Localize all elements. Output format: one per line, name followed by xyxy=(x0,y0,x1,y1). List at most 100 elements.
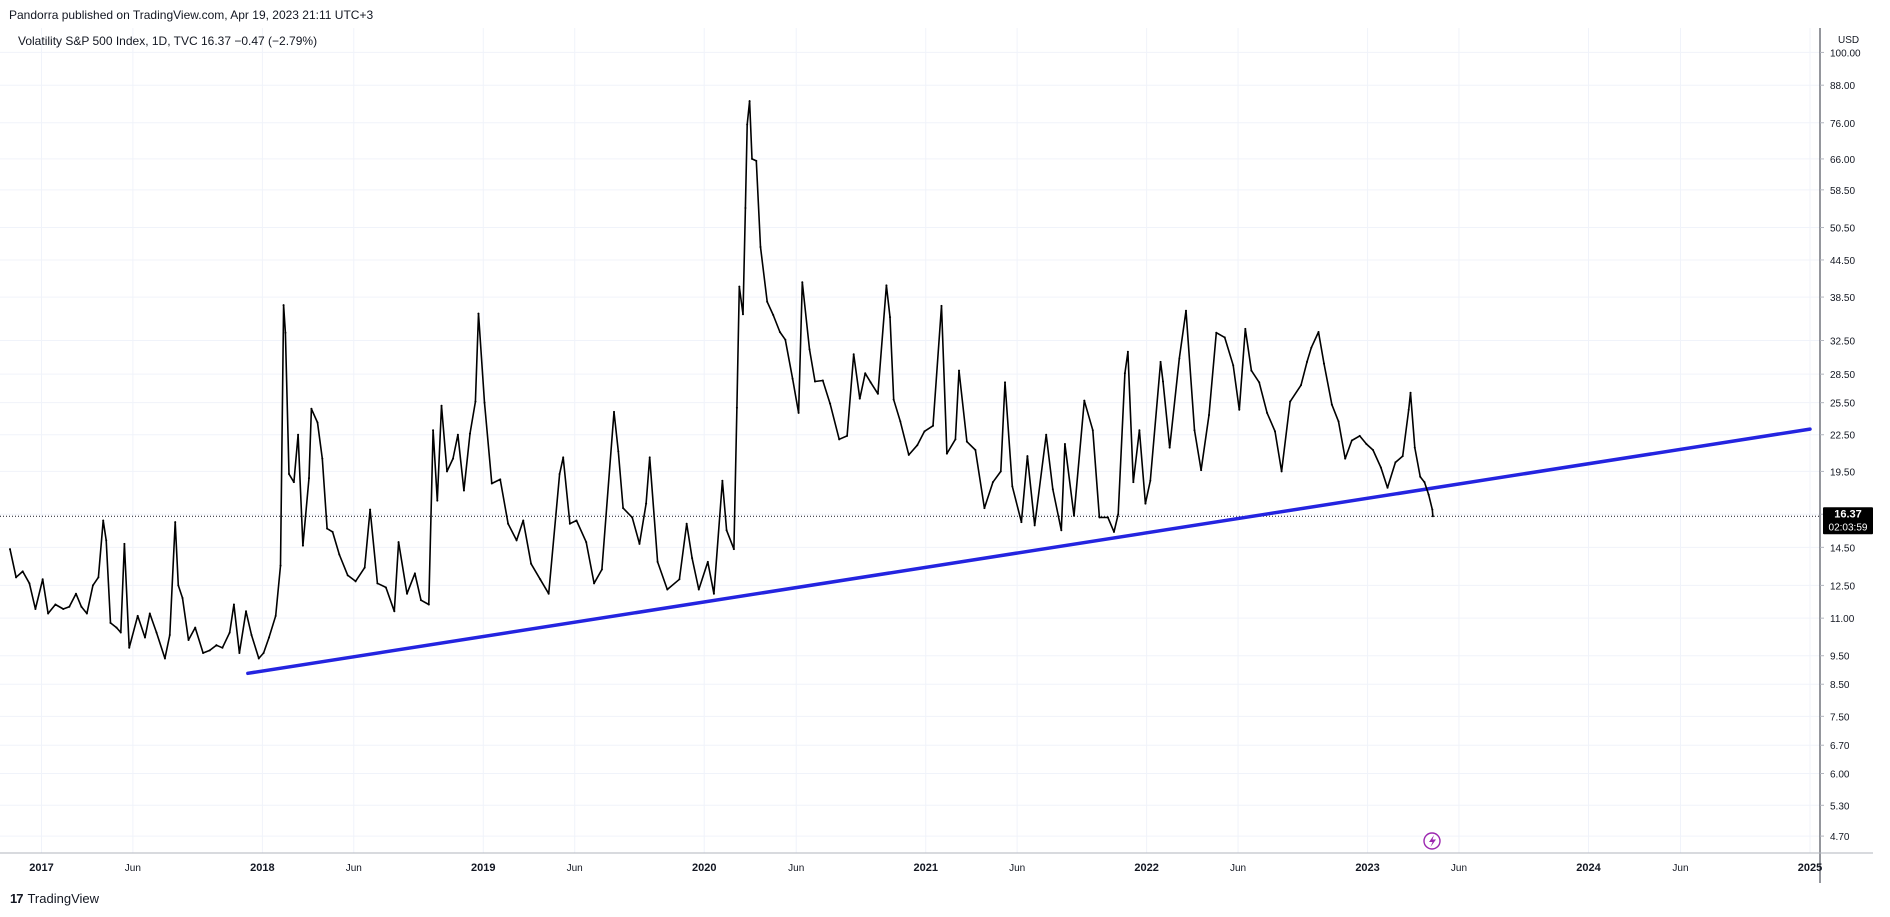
lightning-icon[interactable] xyxy=(1423,832,1441,850)
data-point xyxy=(772,313,775,316)
published-by-line: Pandorra published on TradingView.com, A… xyxy=(9,8,374,22)
data-point xyxy=(215,644,218,647)
data-point xyxy=(869,381,872,384)
data-point xyxy=(530,562,533,565)
data-point xyxy=(547,592,550,595)
grid xyxy=(0,28,1820,853)
data-point xyxy=(808,348,811,351)
y-tick-label: 100.00 xyxy=(1830,48,1861,59)
data-point xyxy=(1045,433,1048,436)
data-point xyxy=(316,421,319,424)
data-point xyxy=(892,398,895,401)
data-point xyxy=(846,434,849,437)
data-point xyxy=(80,605,83,608)
data-point xyxy=(310,407,313,410)
x-tick-label: Jun xyxy=(788,863,804,874)
data-point xyxy=(74,592,77,595)
data-point xyxy=(838,438,841,441)
data-point xyxy=(413,572,416,575)
data-point xyxy=(297,433,300,436)
data-point xyxy=(558,473,561,476)
data-point xyxy=(791,377,794,380)
data-point xyxy=(1344,457,1347,460)
data-point xyxy=(109,621,112,624)
data-point xyxy=(1144,502,1147,505)
data-point xyxy=(123,542,126,545)
data-point xyxy=(128,646,131,649)
y-tick-label: 66.00 xyxy=(1830,155,1855,166)
data-point xyxy=(143,636,146,639)
data-point xyxy=(148,612,151,615)
data-point xyxy=(600,568,603,571)
data-point xyxy=(163,657,166,660)
y-tick-label: 4.70 xyxy=(1830,832,1850,843)
data-point xyxy=(1299,384,1302,387)
data-point xyxy=(1365,443,1368,446)
data-point xyxy=(666,588,669,591)
data-point xyxy=(1098,516,1101,519)
badge-countdown: 02:03:59 xyxy=(1829,522,1868,533)
data-point xyxy=(1126,350,1129,353)
data-point xyxy=(9,548,11,551)
data-point xyxy=(41,578,44,581)
data-point xyxy=(958,369,961,372)
data-point xyxy=(354,580,357,583)
data-point xyxy=(1337,420,1340,423)
data-point xyxy=(1379,466,1382,469)
data-point xyxy=(1178,357,1181,360)
data-point xyxy=(1306,360,1309,363)
data-point xyxy=(766,300,769,303)
data-point xyxy=(706,560,709,563)
data-point xyxy=(1138,429,1141,432)
data-point xyxy=(648,456,651,459)
data-point xyxy=(1427,493,1430,496)
data-point xyxy=(282,304,285,307)
data-point xyxy=(885,284,888,287)
data-point xyxy=(1372,448,1375,451)
data-point xyxy=(68,605,71,608)
x-tick-label: 2018 xyxy=(250,862,274,874)
data-point xyxy=(279,564,282,567)
y-axis-currency: USD xyxy=(1838,35,1859,46)
data-point xyxy=(1431,508,1434,511)
data-point xyxy=(1431,515,1434,518)
tradingview-logo[interactable]: 17 TradingView xyxy=(10,891,99,906)
data-point xyxy=(1266,411,1269,414)
data-point xyxy=(1060,529,1063,532)
data-point xyxy=(338,553,341,556)
data-point xyxy=(1033,524,1036,527)
y-tick-label: 44.50 xyxy=(1830,256,1855,267)
data-point xyxy=(1401,455,1404,458)
y-tick-label: 88.00 xyxy=(1830,81,1855,92)
data-point xyxy=(440,404,443,407)
data-point xyxy=(406,592,409,595)
data-point xyxy=(899,420,902,423)
data-point xyxy=(1011,485,1014,488)
data-point xyxy=(931,424,934,427)
y-tick-label: 58.50 xyxy=(1830,186,1855,197)
data-point xyxy=(916,444,919,447)
data-point xyxy=(62,607,65,610)
y-tick-label: 38.50 xyxy=(1830,293,1855,304)
data-point xyxy=(91,584,94,587)
data-point xyxy=(1106,516,1109,519)
x-axis: 2017 Jun 2018 Jun 2019 Jun 2020 Jun 2021 Jun 2022 J… xyxy=(29,862,1822,874)
data-point xyxy=(741,313,744,316)
data-point xyxy=(419,599,422,602)
data-point xyxy=(321,457,324,460)
data-point xyxy=(1289,400,1292,403)
data-point xyxy=(245,610,248,613)
data-point xyxy=(85,612,88,615)
data-point xyxy=(1238,408,1241,411)
vix-price-line[interactable] xyxy=(9,100,1434,660)
data-point xyxy=(393,610,396,613)
data-point xyxy=(1020,521,1023,524)
data-point xyxy=(1091,429,1094,432)
data-point xyxy=(1168,446,1171,449)
trendline[interactable] xyxy=(246,427,1812,676)
data-point xyxy=(1386,486,1389,489)
data-point xyxy=(829,402,832,405)
data-point xyxy=(1409,391,1412,394)
data-point xyxy=(462,489,465,492)
